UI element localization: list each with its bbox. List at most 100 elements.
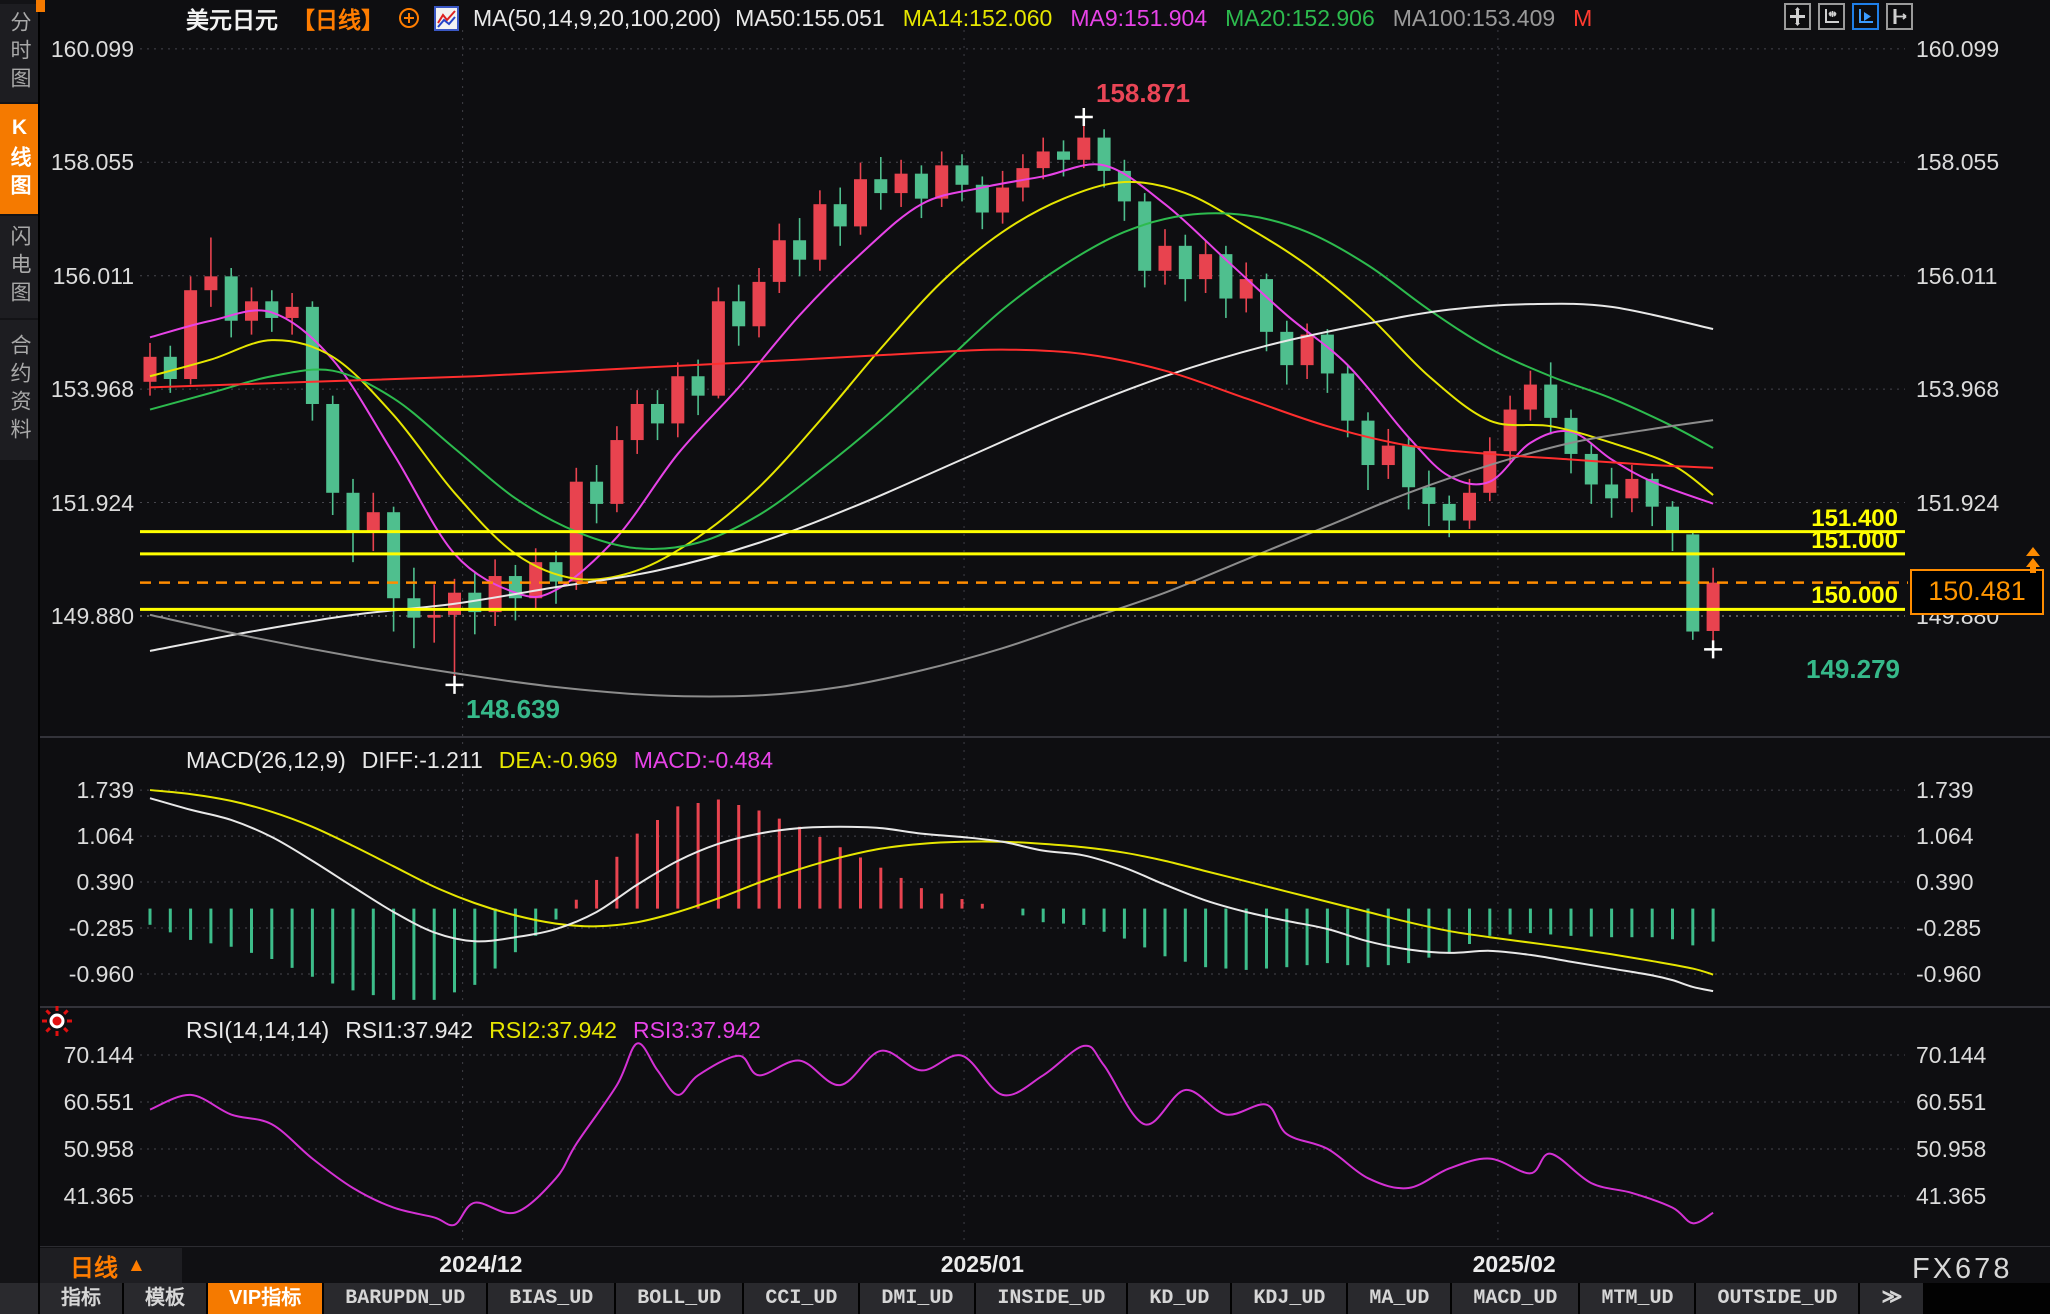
axis-label-right: 153.968 xyxy=(1916,376,2000,403)
level-label-1: 151.000 xyxy=(1811,526,1898,554)
macd-macd-value: MACD:-0.484 xyxy=(633,747,774,773)
bottom-tab-4[interactable]: BIAS_UD xyxy=(488,1283,615,1314)
level-label-0: 151.400 xyxy=(1811,504,1898,532)
last-low-label: 149.279 xyxy=(1806,654,1900,684)
bottom-tab-11[interactable]: MA_UD xyxy=(1348,1283,1451,1314)
sidebar-tab-0[interactable]: 分时图 xyxy=(0,4,38,102)
bottom-tab-7[interactable]: DMI_UD xyxy=(860,1283,975,1314)
axis-label-left: 70.144 xyxy=(63,1042,134,1068)
axis-label-left: 0.390 xyxy=(76,869,134,895)
axis-label-right: -0.285 xyxy=(1916,915,1982,941)
bottom-tab-1[interactable]: 模板 xyxy=(124,1283,206,1314)
chart-type-icon[interactable] xyxy=(434,5,459,31)
bottom-tab-9[interactable]: KD_UD xyxy=(1128,1283,1231,1314)
rsi-title: RSI(14,14,14) xyxy=(186,1017,330,1043)
rsi1-value: RSI1:37.942 xyxy=(345,1017,474,1043)
period-tag: 【日线】 xyxy=(292,7,384,33)
axis-label-right: -0.960 xyxy=(1916,961,1982,987)
chart-toolbar xyxy=(1784,3,1913,30)
axis-label-left: -0.285 xyxy=(68,915,134,941)
add-indicator-icon[interactable] xyxy=(398,7,420,29)
indicator-tab-bar: 指标 模板 VIP指标 BARUPDN_UD BIAS_UD BOLL_UD CCI_UD D… xyxy=(0,1283,2050,1314)
macd-header: MACD(26,12,9) DIFF:-1.211 DEA:-0.969 MAC… xyxy=(186,747,773,774)
period-label: 日线 xyxy=(70,1255,118,1282)
axis-label-right: 70.144 xyxy=(1916,1042,1987,1068)
price-up-arrows-icon xyxy=(2022,547,2044,578)
axis-label-left: 156.011 xyxy=(52,262,134,289)
watermark: FX678 xyxy=(1912,1253,2013,1285)
date-label-0: 2024/12 xyxy=(439,1251,523,1277)
axis-label-left: 41.365 xyxy=(63,1183,134,1210)
bottom-tab-14[interactable]: OUTSIDE_UD xyxy=(1696,1283,1859,1314)
date-label-1: 2025/01 xyxy=(940,1251,1024,1277)
macd-diff-value: DIFF:-1.211 xyxy=(361,747,483,773)
ma-value-0: MA50:155.051 xyxy=(735,4,885,31)
date-label-2: 2025/02 xyxy=(1472,1251,1556,1277)
axis-label-left: 149.880 xyxy=(50,603,134,629)
bottom-tab-13[interactable]: MTM_UD xyxy=(1580,1283,1695,1314)
axis-label-left: 60.551 xyxy=(63,1089,134,1115)
axis-label-left: 151.924 xyxy=(50,489,134,516)
low-price-label: 148.639 xyxy=(466,694,560,724)
axis-label-right: 160.099 xyxy=(1916,35,2000,62)
axis-label-right: 156.011 xyxy=(1916,262,1998,289)
sidebar: 分时图 K线图 闪电图 合约资料 xyxy=(0,0,40,1314)
rsi3-value: RSI3:37.942 xyxy=(632,1017,761,1043)
axis-label-right: 158.055 xyxy=(1916,149,2000,176)
high-price-label: 158.871 xyxy=(1096,78,1190,108)
axis-label-right: 60.551 xyxy=(1916,1089,1987,1115)
ma-value-4: MA100:153.409 xyxy=(1392,4,1556,31)
ma-settings-label: MA(50,14,9,20,100,200) xyxy=(473,4,722,31)
axis-label-right: 50.958 xyxy=(1916,1136,1987,1162)
ma-value-3: MA20:152.906 xyxy=(1225,4,1375,31)
sidebar-tab-1[interactable]: K线图 xyxy=(0,104,38,214)
bottom-tab-12[interactable]: MACD_UD xyxy=(1452,1283,1579,1314)
bottom-tab-8[interactable]: INSIDE_UD xyxy=(976,1283,1127,1314)
axis-label-left: -0.960 xyxy=(68,961,134,987)
ma-value-2: MA9:151.904 xyxy=(1070,4,1208,31)
ma-values: MA50:155.051 MA14:152.060 MA9:151.904 MA20:… xyxy=(735,5,1592,32)
axis-label-left: 50.958 xyxy=(63,1136,134,1162)
sidebar-tab-2[interactable]: 闪电图 xyxy=(0,216,38,318)
alert-blink-icon xyxy=(40,1004,74,1043)
macd-dea-value: DEA:-0.969 xyxy=(498,747,618,773)
bottom-tab-15[interactable]: ≫ xyxy=(1860,1283,1924,1314)
level-label-2: 150.000 xyxy=(1811,582,1898,610)
chart-header: 美元日元 【日线】 MA(50,14,9,20,100,200) MA50:15… xyxy=(186,4,1592,34)
sidebar-tab-3[interactable]: 合约资料 xyxy=(0,320,38,460)
axis-label-left: 160.099 xyxy=(50,35,134,62)
axis-label-left: 158.055 xyxy=(50,149,134,176)
axis-label-left: 153.968 xyxy=(50,376,134,403)
bottom-tab-0[interactable]: 指标 xyxy=(40,1283,122,1314)
axis-label-left: 1.064 xyxy=(76,823,134,850)
bottom-tab-3[interactable]: BARUPDN_UD xyxy=(324,1283,487,1314)
period-arrow-icon: ▲ xyxy=(127,1254,146,1276)
macd-title: MACD(26,12,9) xyxy=(186,747,346,773)
last-price-tag: 150.481 xyxy=(1910,568,2044,615)
axis-label-right: 0.390 xyxy=(1916,869,1974,895)
ma-value-1: MA14:152.060 xyxy=(902,4,1053,31)
horizontal-scale-button[interactable] xyxy=(1818,3,1845,30)
bottom-tab-2[interactable]: VIP指标 xyxy=(208,1283,323,1314)
axis-label-right: 1.739 xyxy=(1916,777,1974,804)
period-selector[interactable]: 日线 ▲ xyxy=(40,1248,182,1283)
axis-label-left: 1.739 xyxy=(76,777,134,804)
bottom-tab-5[interactable]: BOLL_UD xyxy=(616,1283,743,1314)
move-tool-button[interactable] xyxy=(1784,3,1811,30)
axis-label-right: 151.924 xyxy=(1916,489,2000,516)
tab-bar-corner xyxy=(0,1283,38,1314)
timeline-strip: 日线 ▲ 2024/12 2025/01 2025/02 FX678 xyxy=(38,1246,2050,1285)
rsi-header: RSI(14,14,14) RSI1:37.942 RSI2:37.942 RS… xyxy=(186,1017,761,1044)
rsi2-value: RSI2:37.942 xyxy=(489,1017,617,1043)
axis-label-right: 1.064 xyxy=(1916,823,1974,850)
ma-value-5: M xyxy=(1573,4,1593,31)
bottom-tab-6[interactable]: CCI_UD xyxy=(744,1283,859,1314)
autoscale-button[interactable] xyxy=(1852,3,1879,30)
symbol-name: 美元日元 xyxy=(186,7,278,33)
shift-bar-button[interactable] xyxy=(1886,3,1913,30)
sidebar-accent xyxy=(36,0,45,12)
axis-label-right: 41.365 xyxy=(1916,1183,1987,1210)
bottom-tab-10[interactable]: KDJ_UD xyxy=(1232,1283,1347,1314)
